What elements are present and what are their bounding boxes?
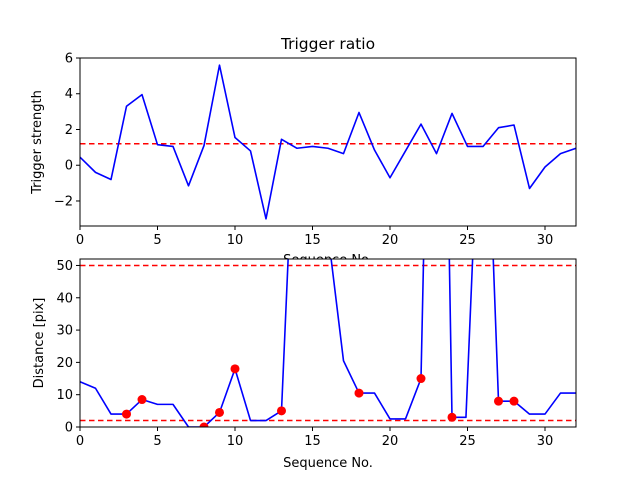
x-axis-ticks: 0 5 10 15 20 25 30	[76, 427, 553, 449]
data-point	[122, 409, 131, 419]
data-point	[215, 407, 224, 417]
x-tick-label: 20	[382, 434, 399, 449]
y-axis-ticks: 0 10 20 30 40 50	[56, 259, 80, 436]
y-tick-label: 10	[56, 388, 73, 403]
data-point	[230, 364, 240, 374]
y-tick-label: 0	[65, 421, 73, 436]
distance-chart: 0 5 10 15 20 25 30 0 10 20 30 40 50 Sequence No. Di…	[32, 258, 577, 471]
y-tick-label: 4	[65, 87, 73, 102]
x-axis-ticks: 0 5 10 15 20 25 30	[76, 226, 553, 248]
x-tick-label: 0	[76, 233, 84, 248]
x-tick-label: 15	[304, 434, 321, 449]
y-tick-label: 50	[56, 259, 73, 274]
plot-content	[80, 259, 576, 427]
y-tick-label: 40	[56, 291, 73, 306]
x-tick-label: 10	[227, 434, 244, 449]
x-tick-label: 5	[153, 434, 161, 449]
x-tick-label: 20	[382, 233, 399, 248]
data-point	[137, 395, 147, 405]
y-axis-label: Distance [pix]	[32, 298, 47, 389]
plot-area	[80, 259, 576, 427]
x-tick-label: 15	[304, 233, 321, 248]
axes-frame	[79, 258, 577, 428]
y-axis-label: Trigger strength	[30, 90, 45, 195]
x-tick-label: 30	[537, 434, 554, 449]
series-line	[80, 259, 576, 427]
y-tick-label: 2	[65, 123, 73, 138]
data-point	[277, 406, 286, 416]
y-tick-label: 0	[65, 159, 73, 174]
data-point	[199, 422, 209, 427]
series-lines	[80, 64, 576, 220]
series-lines	[80, 259, 576, 427]
chart-title: Trigger ratio	[280, 35, 375, 53]
marker-points	[122, 364, 519, 427]
x-tick-label: 25	[459, 233, 476, 248]
x-tick-label: 25	[459, 434, 476, 449]
data-point	[494, 396, 503, 406]
x-tick-label: 10	[227, 233, 244, 248]
data-point	[509, 396, 519, 406]
data-point	[354, 388, 364, 398]
data-point	[416, 374, 426, 384]
plot-area	[80, 58, 576, 226]
series-line	[80, 64, 576, 220]
x-tick-label: 30	[537, 233, 554, 248]
x-axis-label: Sequence No.	[283, 456, 373, 471]
reference-lines	[80, 264, 576, 422]
y-tick-label: 6	[65, 52, 73, 67]
data-point	[447, 412, 457, 422]
plot-content	[80, 64, 576, 220]
y-tick-label: 20	[56, 356, 73, 371]
axes-frame	[79, 57, 577, 227]
y-tick-label: 30	[56, 324, 73, 339]
x-tick-label: 5	[153, 233, 161, 248]
y-tick-label: −2	[54, 194, 73, 209]
y-axis-ticks: −2 0 2 4 6	[54, 52, 80, 209]
x-tick-label: 0	[76, 434, 84, 449]
